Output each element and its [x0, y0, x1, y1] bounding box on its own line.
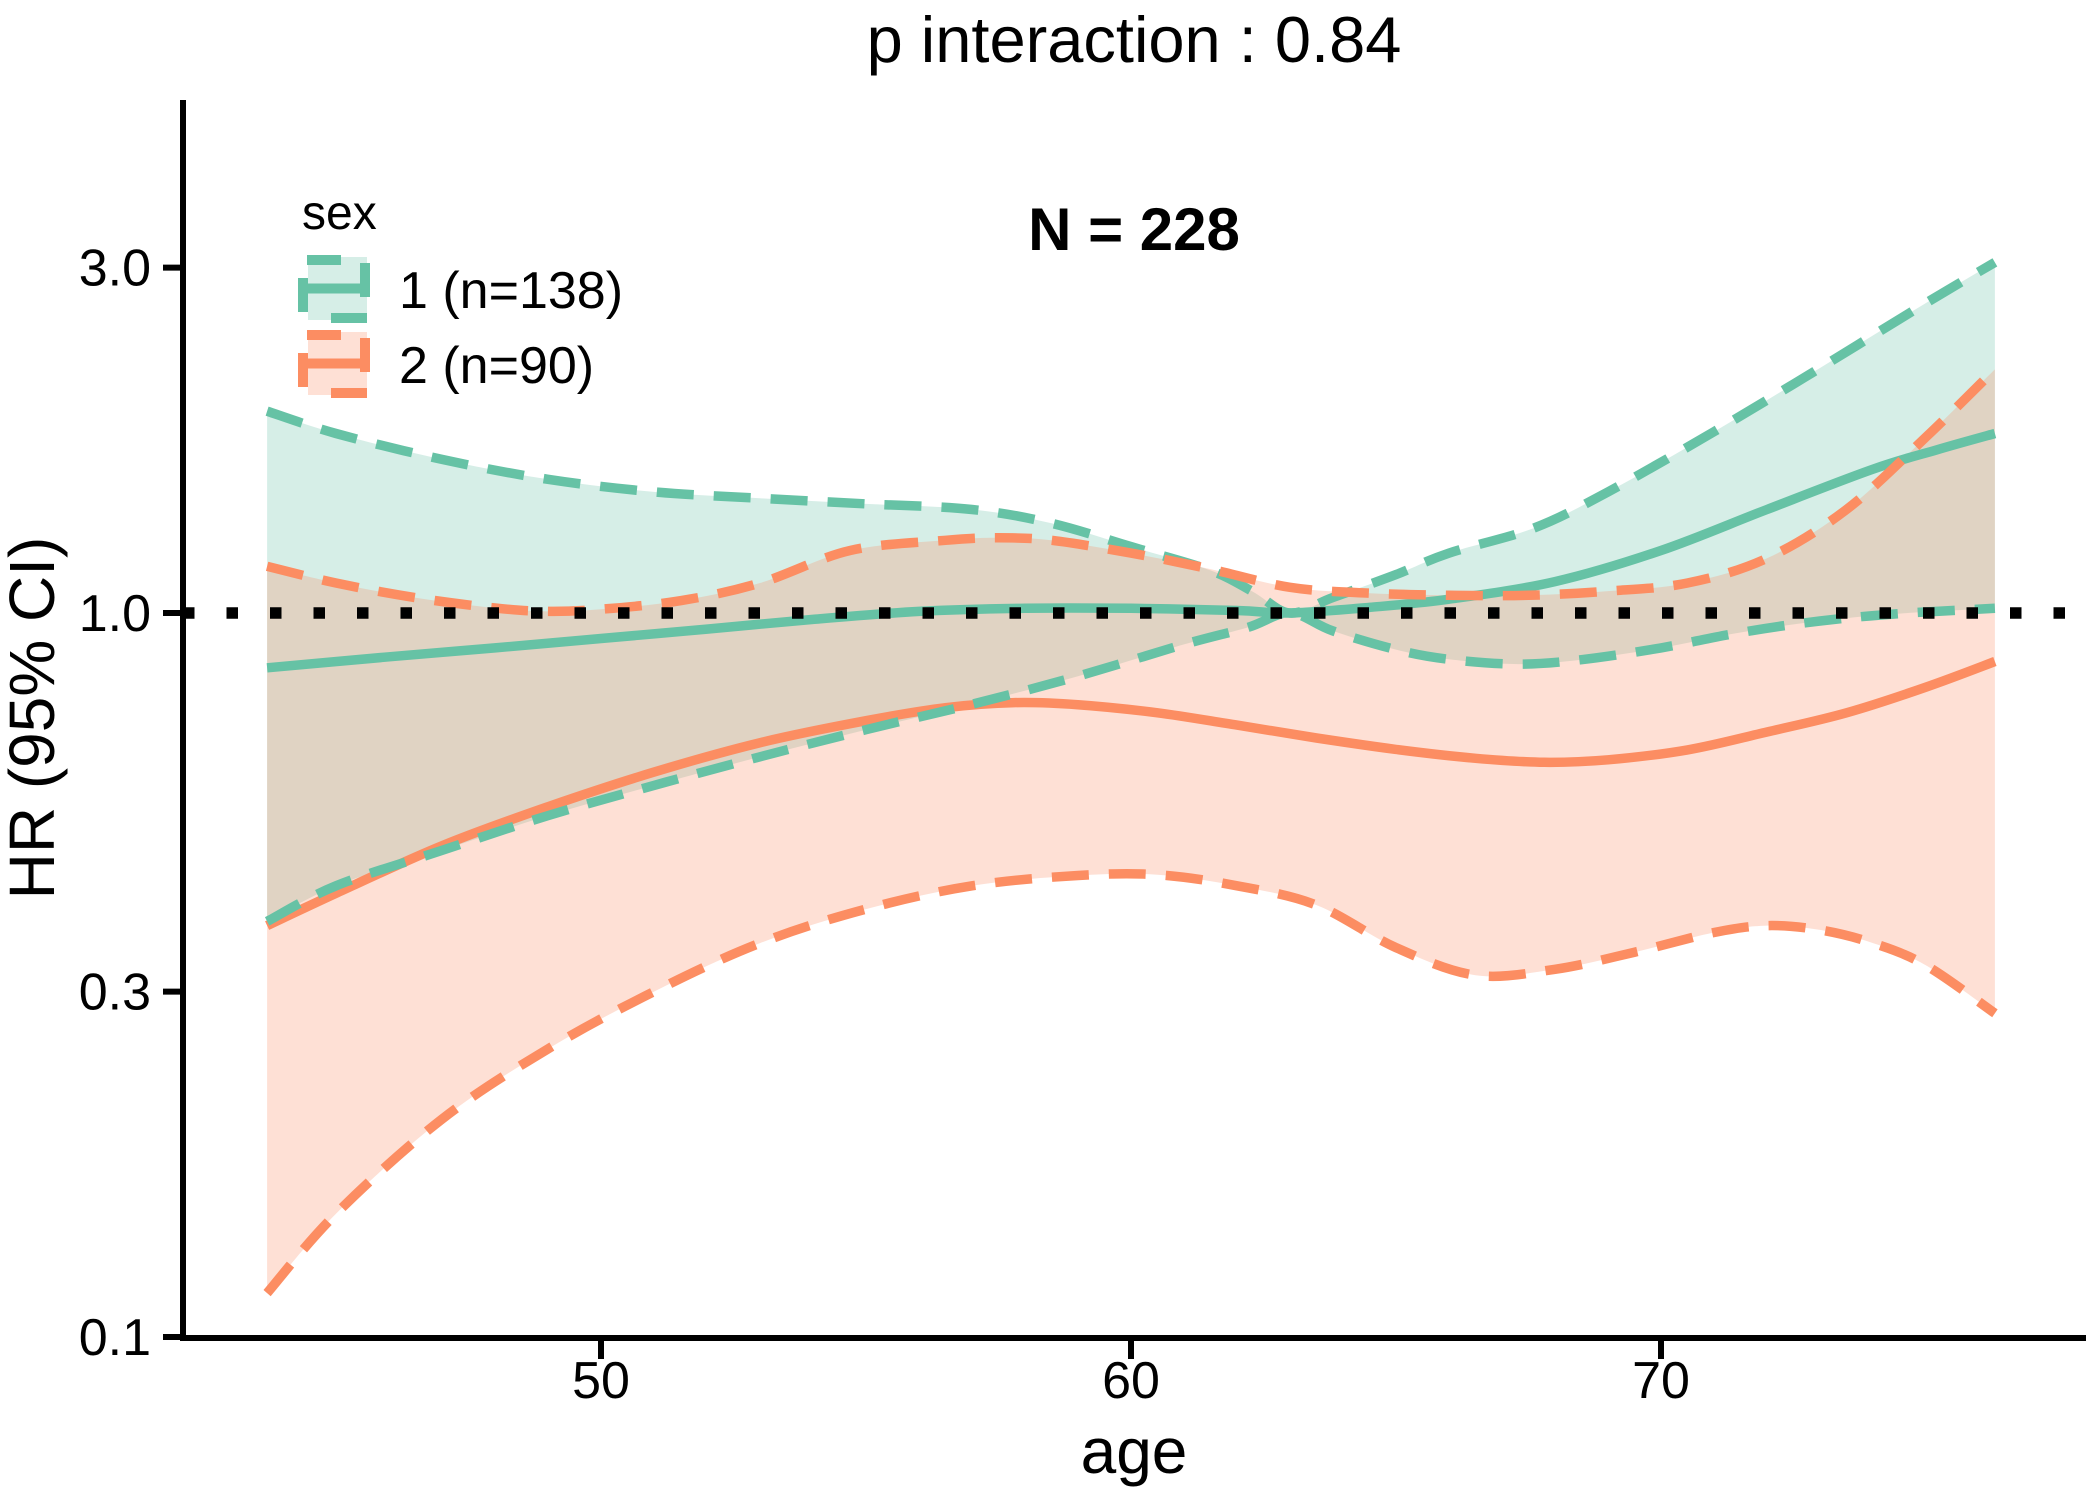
- ci-upper-sex2: [265, 366, 1999, 617]
- legend-title: sex: [302, 187, 377, 240]
- plot-title: p interaction : 0.84: [867, 3, 1402, 76]
- legend-item-sex1-label: 1 (n=138): [399, 262, 623, 320]
- ci-ribbon-sex2: [267, 369, 1995, 1294]
- ci-lower-sex2: [263, 868, 1998, 1297]
- legend-key-sex2: [298, 330, 370, 398]
- x-axis-title: age: [1081, 1415, 1188, 1487]
- y-axis-title: HR (95% CI): [0, 537, 68, 900]
- axes: [180, 100, 2086, 1341]
- y-tick-label: 0.1: [79, 1309, 151, 1367]
- x-tick-label: 60: [1102, 1352, 1160, 1410]
- n-annotation: N = 228: [1028, 196, 1240, 263]
- ci-borders: [263, 258, 1999, 1297]
- legend-item-sex2-label: 2 (n=90): [399, 337, 594, 395]
- y-tick-label: 0.3: [79, 964, 151, 1022]
- ci-lower-sex1: [264, 603, 1996, 926]
- ci-upper-sex1: [265, 258, 1998, 618]
- legend-key-sex1: [298, 255, 370, 323]
- y-tick-label: 1.0: [79, 585, 151, 643]
- y-tick-label: 3.0: [79, 240, 151, 298]
- x-tick-label: 70: [1632, 1352, 1690, 1410]
- legend: sex 1 (n=138) 2 (n=90): [298, 187, 623, 398]
- hr-line-sex2: [265, 657, 1997, 930]
- x-tick-label: 50: [572, 1352, 630, 1410]
- axis-ticks: 3.0 1.0 0.3 0.1 50 60 70: [79, 240, 1690, 1410]
- legend-keys: [298, 255, 370, 398]
